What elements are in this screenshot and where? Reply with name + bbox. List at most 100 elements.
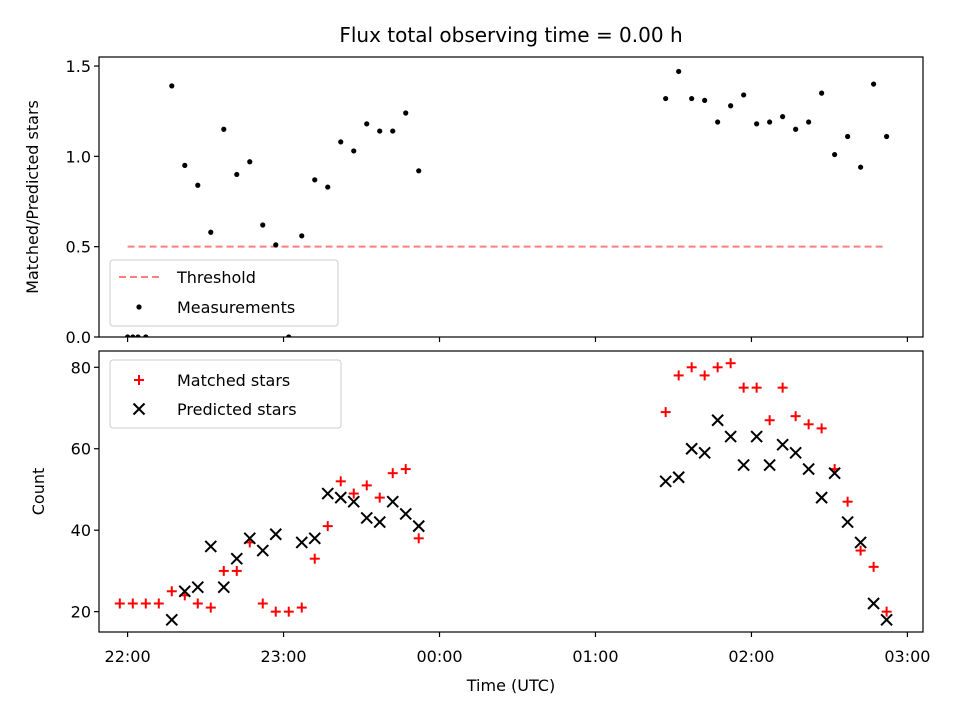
data-point	[325, 184, 331, 190]
data-point	[741, 92, 747, 98]
data-point	[178, 585, 191, 598]
legend-predicted-label: Predicted stars	[177, 400, 297, 419]
data-point	[230, 552, 243, 565]
data-point	[140, 598, 151, 609]
legend-box	[109, 359, 342, 429]
data-point	[399, 507, 412, 521]
data-point	[257, 598, 268, 609]
data-point	[130, 334, 136, 337]
legend-measurements-label: Measurements	[177, 298, 295, 317]
data-point	[855, 545, 866, 556]
axes-frame	[98, 350, 924, 633]
data-point	[728, 103, 734, 109]
data-point-b	[789, 446, 802, 460]
data-point	[260, 222, 266, 228]
data-point	[153, 598, 164, 609]
legend-top: Threshold Measurements	[109, 259, 339, 327]
data-point	[234, 171, 240, 178]
data-point	[377, 128, 383, 134]
data-point	[793, 126, 799, 132]
data-point	[751, 382, 762, 393]
bottom-panel: 20 40 60 80 22:00 23:00 00:00 01:00 02:00 03:00 Co…	[29, 350, 930, 695]
data-point	[127, 598, 138, 609]
data-point	[286, 334, 292, 337]
data-point	[871, 81, 877, 87]
data-point-b	[828, 466, 841, 480]
data-point	[737, 458, 750, 472]
data-point	[711, 414, 724, 427]
legend-bottom: Matched stars Predicted stars	[109, 359, 342, 429]
data-point	[854, 536, 867, 549]
legend-measurements-swatch	[136, 304, 142, 310]
data-point	[221, 126, 227, 132]
data-point-b	[230, 552, 243, 565]
data-point-b	[763, 458, 776, 472]
data-point	[182, 162, 188, 168]
data-point-b	[711, 414, 724, 427]
data-point-b	[854, 536, 867, 549]
data-point-b	[841, 515, 854, 529]
data-point-b	[815, 491, 828, 504]
data-point	[135, 334, 141, 337]
data-point	[767, 119, 773, 125]
x-tick-label: 23:00	[261, 647, 307, 666]
data-point	[884, 133, 890, 140]
data-point	[243, 532, 256, 545]
data-point	[780, 114, 786, 120]
data-point-b	[217, 580, 230, 594]
data-point-b	[880, 613, 893, 626]
series-measurements	[124, 68, 890, 337]
legend-predicted-swatch-b	[132, 402, 146, 416]
data-point-b	[256, 544, 269, 557]
data-point	[881, 606, 892, 617]
x-tick-label: 00:00	[416, 647, 462, 666]
data-point	[842, 496, 853, 507]
data-point	[712, 362, 723, 373]
data-point-b	[685, 442, 698, 455]
data-point	[231, 565, 242, 576]
y-axis-label: Matched/Predicted stars	[23, 100, 42, 294]
data-point	[802, 462, 815, 476]
data-point	[169, 83, 175, 89]
data-point	[218, 565, 229, 576]
data-point-b	[360, 511, 373, 525]
data-point-b	[321, 487, 334, 500]
data-point	[841, 515, 854, 529]
panel-data	[124, 68, 890, 337]
y-tick-label: 80	[71, 358, 91, 377]
data-point-b	[659, 475, 672, 488]
x-axis-label: Time (UTC)	[466, 676, 555, 695]
legend-box	[109, 259, 339, 327]
legend-predicted-swatch	[132, 402, 146, 416]
data-point	[114, 598, 125, 609]
data-point	[413, 533, 424, 544]
data-point	[387, 468, 398, 479]
data-point	[403, 110, 409, 116]
chart-title: Flux total observing time = 0.00 h	[339, 23, 682, 47]
data-point-b	[750, 430, 763, 443]
data-point	[659, 475, 672, 488]
data-point-b	[867, 597, 880, 610]
x-tick-label: 01:00	[572, 647, 618, 666]
series-predicted-stars	[165, 414, 893, 626]
data-point-b	[308, 532, 321, 545]
data-point	[685, 442, 698, 455]
data-point	[256, 544, 269, 557]
data-point	[208, 229, 214, 235]
data-point	[790, 411, 801, 422]
data-point	[816, 423, 827, 434]
data-point	[166, 586, 177, 597]
data-point-b	[191, 580, 204, 594]
data-point	[390, 128, 396, 134]
data-point	[754, 121, 760, 127]
data-point	[195, 182, 201, 188]
data-point	[880, 613, 893, 626]
data-point	[764, 415, 775, 426]
data-point-b	[347, 495, 360, 508]
data-point	[672, 471, 685, 484]
legend-matched-label: Matched stars	[177, 371, 290, 390]
data-point-b	[386, 495, 399, 508]
data-point	[247, 159, 253, 165]
data-point-b	[672, 471, 685, 484]
data-point-b	[776, 438, 789, 451]
